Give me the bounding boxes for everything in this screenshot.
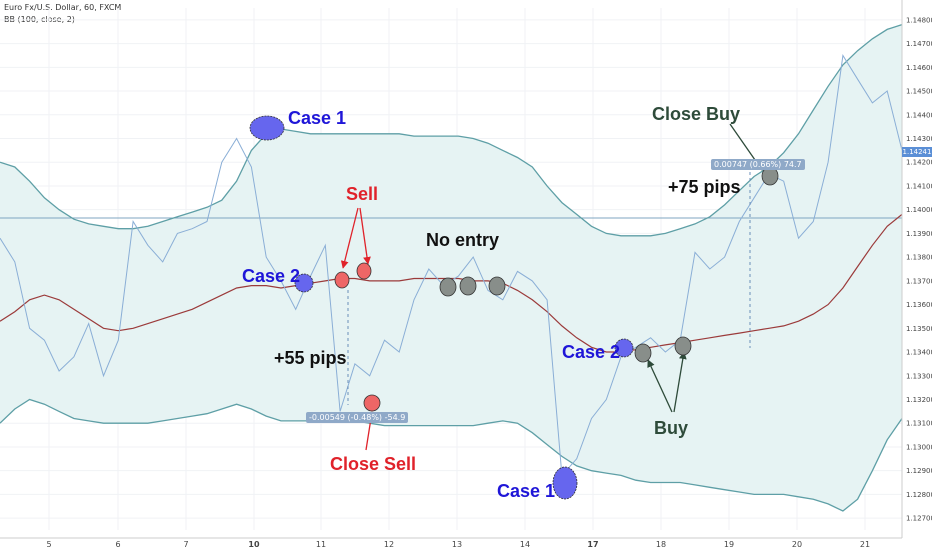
- x-tick-label: 11: [316, 540, 326, 549]
- marker-close-sell: [363, 394, 381, 412]
- marker-case2-left: [294, 273, 314, 293]
- close-buy-label: Close Buy: [652, 104, 741, 124]
- annotation-arrows: [340, 123, 763, 451]
- y-tick-label: 1.12700: [906, 515, 932, 523]
- marker-buy2: [674, 336, 692, 356]
- buy-measure-tooltip: 0.00747 (0.66%) 74.7: [711, 159, 805, 170]
- y-tick-label: 1.13000: [906, 443, 932, 451]
- y-tick-label: 1.12900: [906, 467, 932, 475]
- x-tick-label: 18: [656, 540, 666, 549]
- marker-sell2: [356, 262, 372, 280]
- marker-noentry1: [439, 277, 457, 297]
- case2-left-label: Case 2: [242, 266, 301, 286]
- y-tick-label: 1.13900: [906, 230, 932, 238]
- x-tick-label: 6: [115, 540, 120, 549]
- x-tick-label: 5: [46, 540, 51, 549]
- marker-buy1: [634, 343, 652, 363]
- x-tick-label: 14: [520, 540, 530, 549]
- y-tick-label: 1.13700: [906, 277, 932, 285]
- y-tick-label: 1.14600: [906, 64, 932, 72]
- marker-case1-top: [249, 115, 285, 141]
- y-tick-label: 1.14100: [906, 182, 932, 190]
- case2-right-label: Case 2: [562, 342, 621, 362]
- y-axis: 1.14800 1.14700 1.14600 1.14500 1.14400 1.143…: [901, 0, 932, 538]
- y-tick-label: 1.13800: [906, 254, 932, 262]
- y-tick-label: 1.13200: [906, 396, 932, 404]
- y-tick-label: 1.12800: [906, 491, 932, 499]
- measure-lines: [347, 172, 751, 405]
- y-tick-label: 1.13500: [906, 325, 932, 333]
- no-entry-label: No entry: [426, 230, 500, 250]
- pips75-label: +75 pips: [668, 177, 741, 197]
- y-tick-label: 1.14000: [906, 206, 932, 214]
- x-axis: 5 6 7 10 11 12 13 14 17 18 19 20 21: [0, 537, 902, 549]
- y-tick-label: 1.14200: [906, 159, 932, 167]
- y-tick-label: 1.14300: [906, 135, 932, 143]
- lower-band-line: [0, 398, 903, 512]
- y-tick-label: 1.13600: [906, 301, 932, 309]
- sell-label: Sell: [346, 184, 379, 204]
- x-tick-label: 7: [183, 540, 188, 549]
- y-tick-label: 1.13400: [906, 349, 932, 357]
- x-tick-label: 17: [587, 540, 598, 549]
- sell-arrow-1: [340, 207, 359, 269]
- sell-measure-tooltip: -0.00549 (-0.48%) -54.9: [306, 412, 409, 423]
- buy-label: Buy: [654, 418, 689, 438]
- y-tick-label: 1.14700: [906, 40, 932, 48]
- y-tick-label: 1.14400: [906, 111, 932, 119]
- trade-markers: [249, 115, 779, 500]
- symbol-title: Euro Fx/U.S. Dollar, 60, FXCM: [4, 3, 122, 12]
- upper-band-line: [0, 23, 903, 237]
- buy-arrow-1: [647, 359, 673, 413]
- pips55-label: +55 pips: [274, 348, 347, 368]
- marker-noentry2: [459, 276, 477, 296]
- marker-noentry3: [488, 276, 506, 296]
- y-tick-label: 1.14500: [906, 88, 932, 96]
- marker-case2-right: [614, 338, 634, 358]
- y-tick-label: 1.13300: [906, 372, 932, 380]
- x-tick-label: 10: [248, 540, 260, 549]
- close-sell-label: Close Sell: [330, 454, 417, 474]
- x-tick-label: 21: [860, 540, 870, 549]
- case1-bottom-label: Case 1: [497, 481, 556, 501]
- x-tick-label: 12: [384, 540, 394, 549]
- y-tick-label: 1.14800: [906, 16, 932, 24]
- x-tick-label: 13: [452, 540, 462, 549]
- x-tick-label: 20: [792, 540, 802, 549]
- x-tick-label: 19: [724, 540, 734, 549]
- current-price-label: 1.14241: [902, 147, 932, 158]
- sell-arrow-2: [359, 207, 371, 265]
- y-tick-label: 1.13100: [906, 420, 932, 428]
- band-fill: [0, 24, 902, 511]
- buy-arrow-2: [673, 351, 687, 413]
- marker-case1-bottom: [552, 466, 578, 500]
- marker-sell1: [334, 271, 350, 289]
- case1-top-label: Case 1: [288, 108, 347, 128]
